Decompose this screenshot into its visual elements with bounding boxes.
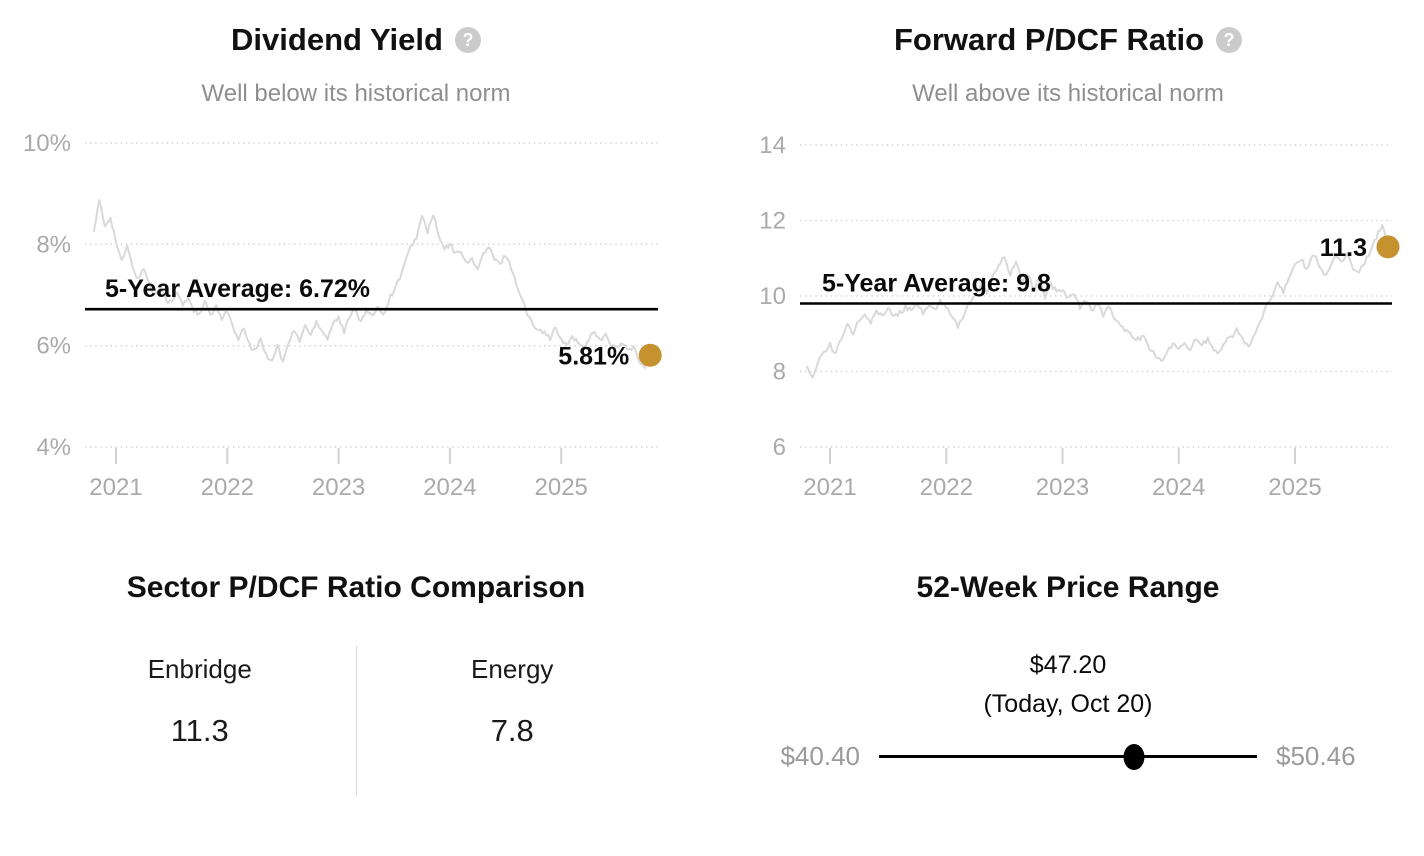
sector-value: 7.8 — [490, 713, 534, 748]
x-axis-label: 2024 — [423, 474, 476, 500]
current-price: $47.20 — [1029, 651, 1107, 679]
help-icon[interactable]: ? — [454, 27, 481, 53]
price-range-panel: 52-Week Price Range $47.20 (Today, Oct 2… — [712, 570, 1424, 796]
dividend-yield-chart: 10% 8% 6% 4% 2021 2022 2023 2024 2025 5-Year Aver… — [23, 130, 662, 500]
x-axis-label: 2024 — [1152, 474, 1205, 500]
average-label: 5-Year Average: 9.8 — [822, 270, 1051, 298]
y-axis-label: 6% — [36, 333, 71, 360]
current-price-date: (Today, Oct 20) — [983, 690, 1153, 718]
comparison-columns: Enbridge 11.3 Energy 7.8 — [44, 646, 669, 796]
current-price-block: $47.20 (Today, Oct 20) — [712, 646, 1424, 724]
series-line — [92, 199, 652, 370]
chart-title: Forward P/DCF Ratio — [893, 22, 1204, 57]
dividend-yield-panel: Dividend Yield ? Well below its historic… — [0, 0, 712, 500]
current-value-label: 11.3 — [1320, 234, 1367, 262]
company-value: 11.3 — [170, 713, 229, 748]
price-range-row: $40.40 $50.46 — [712, 741, 1424, 772]
info-row: Sector P/DCF Ratio Comparison Enbridge 1… — [0, 570, 1424, 796]
y-axis-label: 10 — [759, 283, 786, 310]
company-label: Enbridge — [147, 654, 252, 684]
chart-subtitle: Well below its historical norm — [201, 80, 511, 107]
price-range-track — [879, 743, 1257, 770]
y-axis-label: 4% — [36, 434, 71, 461]
section-title: Sector P/DCF Ratio Comparison — [126, 571, 586, 604]
y-axis-label: 12 — [759, 208, 786, 235]
y-axis-label: 6 — [773, 434, 786, 461]
x-axis-label: 2025 — [535, 474, 588, 500]
x-axis-label: 2022 — [201, 474, 254, 500]
price-range-low: $40.40 — [780, 741, 860, 771]
chart-title-row: Dividend Yield ? — [0, 22, 712, 58]
forward-pdcf-chart: 14 12 10 8 6 2021 2022 2023 2024 2025 5-Year Avera… — [759, 132, 1400, 500]
current-value-dot — [638, 343, 662, 367]
price-range-thumb — [1123, 743, 1145, 770]
average-label: 5-Year Average: 6.72% — [105, 275, 370, 303]
x-axis-label: 2021 — [803, 474, 856, 500]
help-icon[interactable]: ? — [1216, 27, 1242, 53]
company-column: Enbridge 11.3 — [44, 654, 356, 748]
chart-subtitle: Well above its historical norm — [912, 80, 1224, 107]
sector-column: Energy 7.8 — [357, 654, 669, 748]
x-axis-label: 2022 — [920, 474, 973, 500]
x-axis-label: 2023 — [1036, 474, 1089, 500]
sector-comparison-panel: Sector P/DCF Ratio Comparison Enbridge 1… — [0, 570, 712, 796]
x-axis-label: 2025 — [1268, 474, 1321, 500]
column-divider — [355, 646, 357, 796]
series-line — [805, 224, 1389, 379]
sector-label: Energy — [471, 654, 554, 684]
charts-row: Dividend Yield ? Well below its historic… — [0, 0, 1424, 500]
current-value-label: 5.81% — [558, 342, 629, 370]
y-axis-label: 8% — [36, 231, 71, 258]
x-axis-label: 2023 — [312, 474, 365, 500]
y-axis-label: 10% — [23, 130, 71, 157]
chart-title: Dividend Yield — [231, 22, 443, 57]
section-title: 52-Week Price Range — [916, 571, 1220, 604]
y-axis-label: 8 — [773, 359, 786, 386]
chart-title-row: Forward P/DCF Ratio ? — [712, 22, 1424, 58]
x-axis-label: 2021 — [89, 474, 142, 500]
forward-pdcf-panel: Forward P/DCF Ratio ? Well above its his… — [712, 0, 1424, 500]
price-range-high: $50.46 — [1276, 741, 1356, 771]
current-value-dot — [1376, 235, 1400, 259]
y-axis-label: 14 — [759, 132, 786, 159]
